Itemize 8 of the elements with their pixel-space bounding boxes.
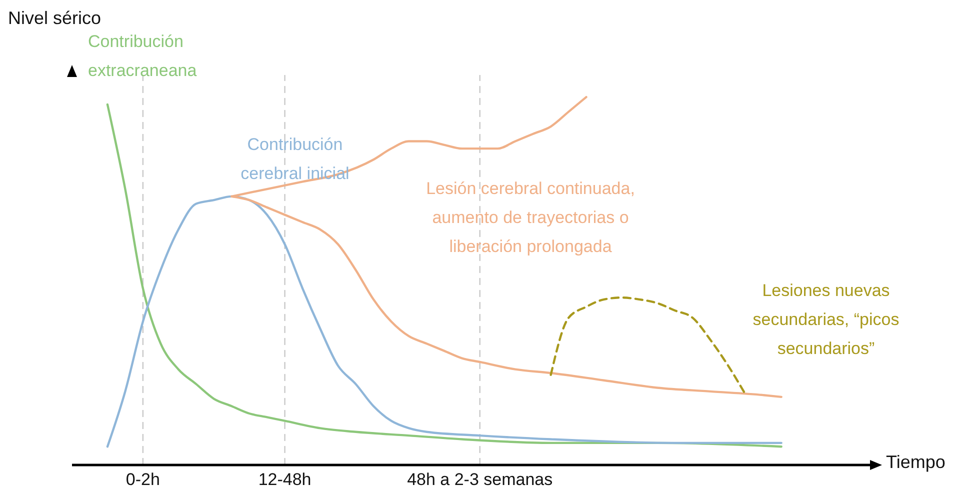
x-axis-title: Tiempo: [886, 452, 946, 473]
text: Lesión cerebral continuada, aumento de trayectorias o liberación prolongada: [425, 178, 636, 258]
y-axis-title: Nivel sérico: [8, 8, 102, 29]
x-tick-label: 12-48h: [258, 470, 312, 490]
x-tick-label: 0-2h: [126, 470, 160, 490]
x-tick-label: 48h a 2-3 semanas: [407, 470, 553, 490]
series-label: Lesiones nuevas secundarias, “picos secundarios”: [752, 280, 900, 360]
series-label: Contribución extracraneana: [88, 31, 198, 82]
